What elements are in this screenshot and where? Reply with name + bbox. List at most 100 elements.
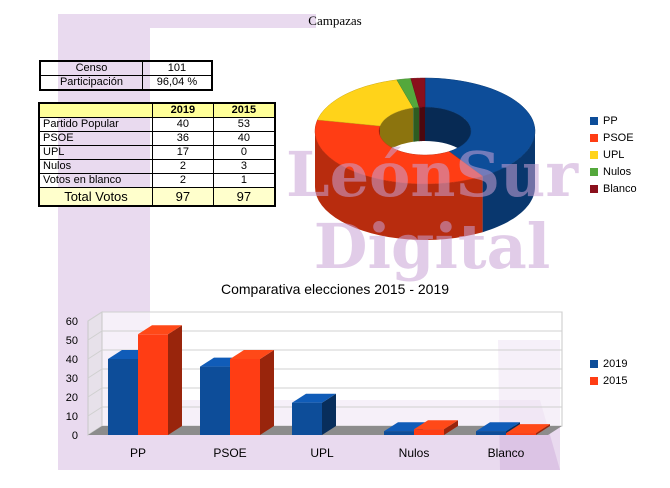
bar-blanco-2015	[506, 433, 536, 435]
legend-swatch	[590, 359, 598, 368]
bar-psoe-2015	[230, 359, 260, 435]
row-value-2019: 40	[152, 117, 214, 132]
bar-side	[168, 325, 182, 435]
donut-side-psoe	[315, 131, 483, 240]
legend-item-nulos: Nulos	[590, 163, 637, 180]
x-tick-label: PP	[130, 446, 146, 460]
donut-legend: PP PSOE UPL Nulos Blanco	[590, 112, 637, 197]
censo-table: Censo 101 Participación 96,04 %	[39, 60, 213, 91]
bar-chart-title: Comparativa elecciones 2015 - 2019	[220, 281, 450, 297]
bar-pp-2015	[138, 334, 168, 435]
bar-top	[414, 420, 458, 430]
participation-row: Participación 96,04 %	[39, 75, 213, 91]
bar-side	[444, 420, 458, 435]
total-value-2019: 97	[152, 187, 214, 207]
total-row: Total Votos 97 97	[38, 187, 276, 207]
censo-label: Censo	[39, 60, 143, 76]
bar-side	[536, 424, 550, 435]
total-label: Total Votos	[38, 187, 153, 207]
y-tick-label: 40	[66, 354, 78, 366]
page-title: Campazas	[308, 13, 362, 28]
row-value-2019: 2	[152, 159, 214, 174]
results-header-2019: 2019	[152, 102, 214, 118]
table-row: UPL 17 0	[38, 145, 276, 160]
table-row: Nulos 2 3	[38, 159, 276, 174]
row-label: Partido Popular	[38, 117, 153, 132]
row-label: UPL	[38, 145, 153, 160]
donut-slice-blanco	[410, 77, 426, 108]
gridline	[87, 330, 562, 341]
legend-label: Nulos	[603, 165, 632, 178]
legend-label: 2015	[603, 374, 628, 387]
x-tick-label: UPL	[310, 446, 334, 460]
legend-swatch	[590, 376, 598, 385]
bar-top	[476, 422, 520, 432]
watermark-text-line1: LeónSur	[286, 138, 579, 211]
row-value-2015: 40	[212, 131, 276, 146]
row-label: Nulos	[38, 159, 153, 174]
bar-psoe-2019	[200, 366, 230, 435]
legend-item-2015: 2015	[590, 372, 627, 389]
y-tick-label: 60	[66, 316, 78, 328]
bar-upl-2019	[292, 402, 322, 435]
gridline	[87, 311, 562, 322]
bar-top	[506, 424, 550, 434]
results-table: 2019 2015 Partido Popular 40 53 PSOE 36 …	[38, 102, 276, 207]
legend-item-2019: 2019	[590, 355, 627, 372]
row-value-2019: 17	[152, 145, 214, 160]
legend-label: PSOE	[603, 131, 634, 144]
bar-side	[322, 393, 336, 435]
row-value-2019: 2	[152, 173, 214, 188]
table-row: PSOE 36 40	[38, 131, 276, 146]
row-value-2015: 3	[212, 159, 276, 174]
legend-label: PP	[603, 114, 618, 127]
legend-item-upl: UPL	[590, 146, 637, 163]
watermark-text: LeónSur Digital	[286, 138, 579, 283]
gridline	[87, 387, 562, 398]
legend-item-psoe: PSOE	[590, 129, 637, 146]
bar-top	[138, 325, 182, 335]
gridline	[87, 368, 562, 379]
legend-label: UPL	[603, 148, 625, 161]
bar-nulos-2015	[414, 429, 444, 435]
y-tick-label: 50	[66, 335, 78, 347]
legend-swatch	[590, 133, 598, 142]
bar-chart: 0 10 20 30 40 50 60 PP PSOE UPL Nulos Blanco	[66, 311, 563, 460]
row-label: PSOE	[38, 131, 153, 146]
row-value-2015: 53	[212, 117, 276, 132]
bar-top	[292, 393, 336, 403]
bar-side	[260, 350, 274, 435]
bar-nulos-2019	[384, 431, 414, 435]
y-tick-label: 20	[66, 392, 78, 404]
gridline	[87, 349, 562, 360]
y-tick-label: 30	[66, 373, 78, 385]
row-label: Votos en blanco	[38, 173, 153, 188]
bar-legend: 2019 2015	[590, 355, 627, 389]
row-value-2015: 1	[212, 173, 276, 188]
bar-pp-2019	[108, 359, 138, 435]
legend-label: 2019	[603, 357, 628, 370]
legend-swatch	[590, 150, 598, 159]
participation-label: Participación	[39, 75, 143, 91]
watermark-text-line2: Digital	[314, 210, 551, 283]
table-row: Votos en blanco 2 1	[38, 173, 276, 188]
censo-value: 101	[141, 60, 213, 76]
donut-inner-pp	[425, 107, 471, 165]
watermark-l-top	[150, 14, 316, 28]
table-row: Partido Popular 40 53	[38, 117, 276, 132]
results-header-row: 2019 2015	[38, 102, 276, 118]
legend-label: Blanco	[603, 182, 637, 195]
gridline	[87, 406, 562, 417]
x-tick-label: Nulos	[399, 446, 430, 460]
x-tick-label: Blanco	[488, 446, 525, 460]
total-value-2015: 97	[212, 187, 276, 207]
participation-value: 96,04 %	[141, 75, 213, 91]
donut-inner-nulos	[413, 107, 420, 142]
donut-inner-blanco	[419, 107, 425, 142]
legend-item-blanco: Blanco	[590, 180, 637, 197]
bar-blanco-2019	[476, 431, 506, 435]
results-header-blank	[38, 102, 153, 118]
censo-row: Censo 101	[39, 60, 213, 76]
y-tick-label: 10	[66, 411, 78, 423]
